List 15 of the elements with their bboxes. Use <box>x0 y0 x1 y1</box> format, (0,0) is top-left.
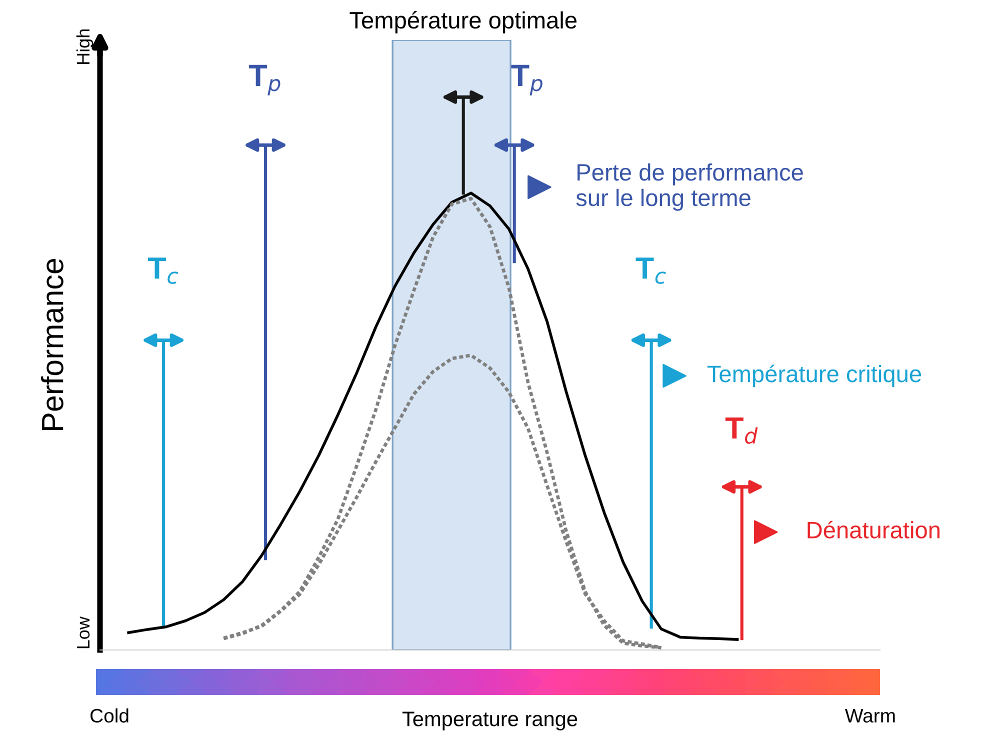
text: High <box>76 29 94 64</box>
x-tick-label: Warm <box>845 709 895 723</box>
text: T$_{p}$ <box>511 64 542 96</box>
annotation: Perte de performance sur le long terme <box>576 163 803 211</box>
annotation: Dénaturation <box>808 520 940 538</box>
x-axis-title: Temperature range <box>402 712 578 730</box>
annotation: T$_{c}$ <box>636 258 666 284</box>
text: T$_{p}$ <box>249 64 280 96</box>
x-tick-label: Cold <box>90 708 128 723</box>
text: Low <box>77 616 90 648</box>
text: Température optimale <box>350 11 576 34</box>
annotation: Température critique <box>707 364 922 387</box>
annotation: T$_{d}$ <box>725 417 758 444</box>
y-axis-title: Performance <box>40 258 64 430</box>
annotation: T$_{c}$ <box>148 258 178 284</box>
